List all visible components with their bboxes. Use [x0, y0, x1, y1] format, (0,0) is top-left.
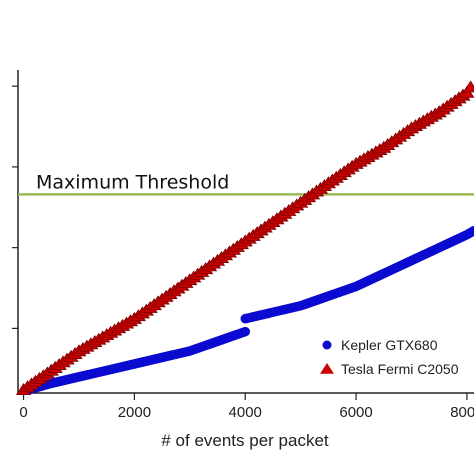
threshold-annotation: Maximum Threshold — [18, 171, 474, 196]
x-axis-title: # of events per packet — [161, 431, 329, 450]
tesla-point — [462, 80, 474, 93]
series-tesla — [15, 80, 474, 395]
plot-frame — [17, 70, 474, 394]
x-tick-label-6000: 6000 — [339, 404, 372, 421]
legend: Kepler GTX680 Tesla Fermi C2050 — [320, 337, 459, 377]
legend-label-tesla: Tesla Fermi C2050 — [341, 361, 459, 377]
series-layer — [15, 80, 474, 395]
x-tick-label-0: 0 — [19, 404, 27, 421]
legend-marker-tesla — [320, 363, 334, 374]
y-ticks — [12, 85, 18, 329]
kepler-point — [468, 226, 474, 236]
x-ticks: 0 2000 4000 6000 8000 — [19, 393, 474, 421]
threshold-label: Maximum Threshold — [36, 171, 229, 193]
legend-label-kepler: Kepler GTX680 — [341, 337, 438, 353]
legend-marker-kepler — [322, 340, 332, 350]
x-tick-label-2000: 2000 — [118, 404, 151, 421]
x-tick-label-8000: 8000 — [450, 404, 474, 421]
kepler-point — [240, 326, 251, 337]
x-tick-label-4000: 4000 — [229, 404, 262, 421]
